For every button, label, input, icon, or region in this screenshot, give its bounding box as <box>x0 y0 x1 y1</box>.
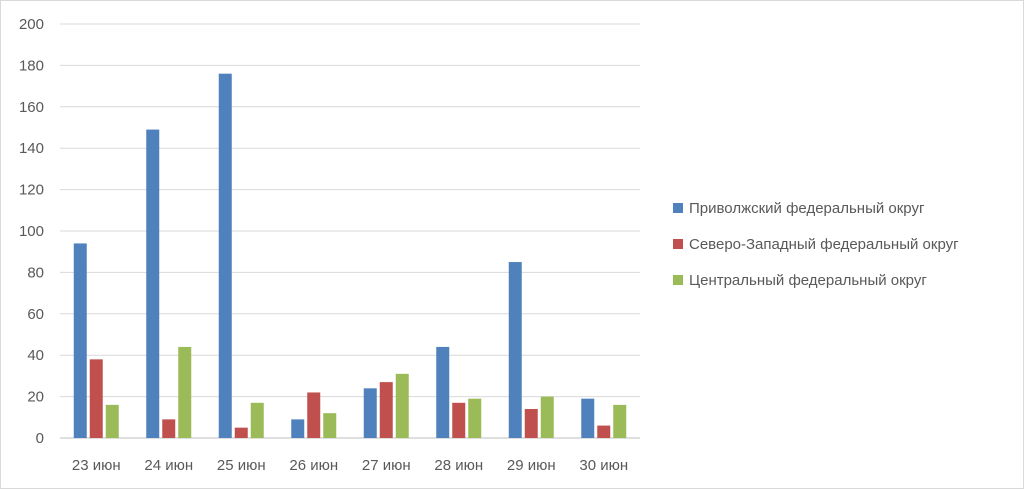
bar-series-3-8 <box>613 404 627 438</box>
x-tick-label: 24 июн <box>144 457 193 474</box>
y-tick-label: 180 <box>19 57 44 74</box>
x-tick-label: 28 июн <box>434 457 483 474</box>
y-tick-label: 120 <box>19 182 44 199</box>
legend-swatch <box>673 239 683 249</box>
bar-series-2-5 <box>379 382 393 438</box>
bar-series-1-6 <box>436 346 450 438</box>
bar-series-3-3 <box>250 402 264 438</box>
legend-swatch <box>673 203 683 213</box>
bar-series-2-3 <box>234 427 248 438</box>
x-tick-label: 27 июн <box>362 457 411 474</box>
bar-series-1-1 <box>73 243 87 438</box>
bar-series-3-2 <box>178 346 192 438</box>
bar-series-1-8 <box>581 398 595 438</box>
bar-series-3-1 <box>105 404 119 438</box>
x-tick-label: 23 июн <box>72 457 121 474</box>
x-tick-label: 26 июн <box>289 457 338 474</box>
bar-series-1-3 <box>218 73 232 439</box>
bar-series-2-7 <box>524 409 538 438</box>
y-tick-label: 100 <box>19 223 44 240</box>
y-tick-label: 80 <box>27 264 44 281</box>
x-tick-label: 25 июн <box>217 457 266 474</box>
bar-series-2-6 <box>452 402 466 438</box>
bar-series-1-7 <box>508 262 522 438</box>
x-tick-label: 29 июн <box>507 457 556 474</box>
bar-series-2-1 <box>89 359 103 438</box>
bar-series-2-8 <box>597 425 611 438</box>
bar-series-3-4 <box>323 413 337 438</box>
bar-series-3-6 <box>468 398 482 438</box>
legend-swatch <box>673 275 683 285</box>
y-tick-label: 160 <box>19 99 44 116</box>
legend-label: Центральный федеральный округ <box>689 272 927 289</box>
y-tick-label: 60 <box>27 306 44 323</box>
y-tick-label: 20 <box>27 389 44 406</box>
bar-series-1-2 <box>146 129 160 438</box>
x-tick-label: 30 июн <box>579 457 628 474</box>
bar-series-2-4 <box>307 392 321 438</box>
bar-series-3-7 <box>540 396 554 438</box>
y-tick-label: 140 <box>19 140 44 157</box>
bar-series-3-5 <box>395 373 409 438</box>
legend-label: Северо-Западный федеральный округ <box>689 236 959 253</box>
bar-series-1-4 <box>291 419 305 438</box>
y-tick-label: 0 <box>36 430 44 447</box>
y-tick-label: 200 <box>19 16 44 33</box>
legend-label: Приволжский федеральный округ <box>689 200 925 217</box>
bar-series-1-5 <box>363 388 377 438</box>
bar-series-2-2 <box>162 419 176 438</box>
y-tick-label: 40 <box>27 347 44 364</box>
